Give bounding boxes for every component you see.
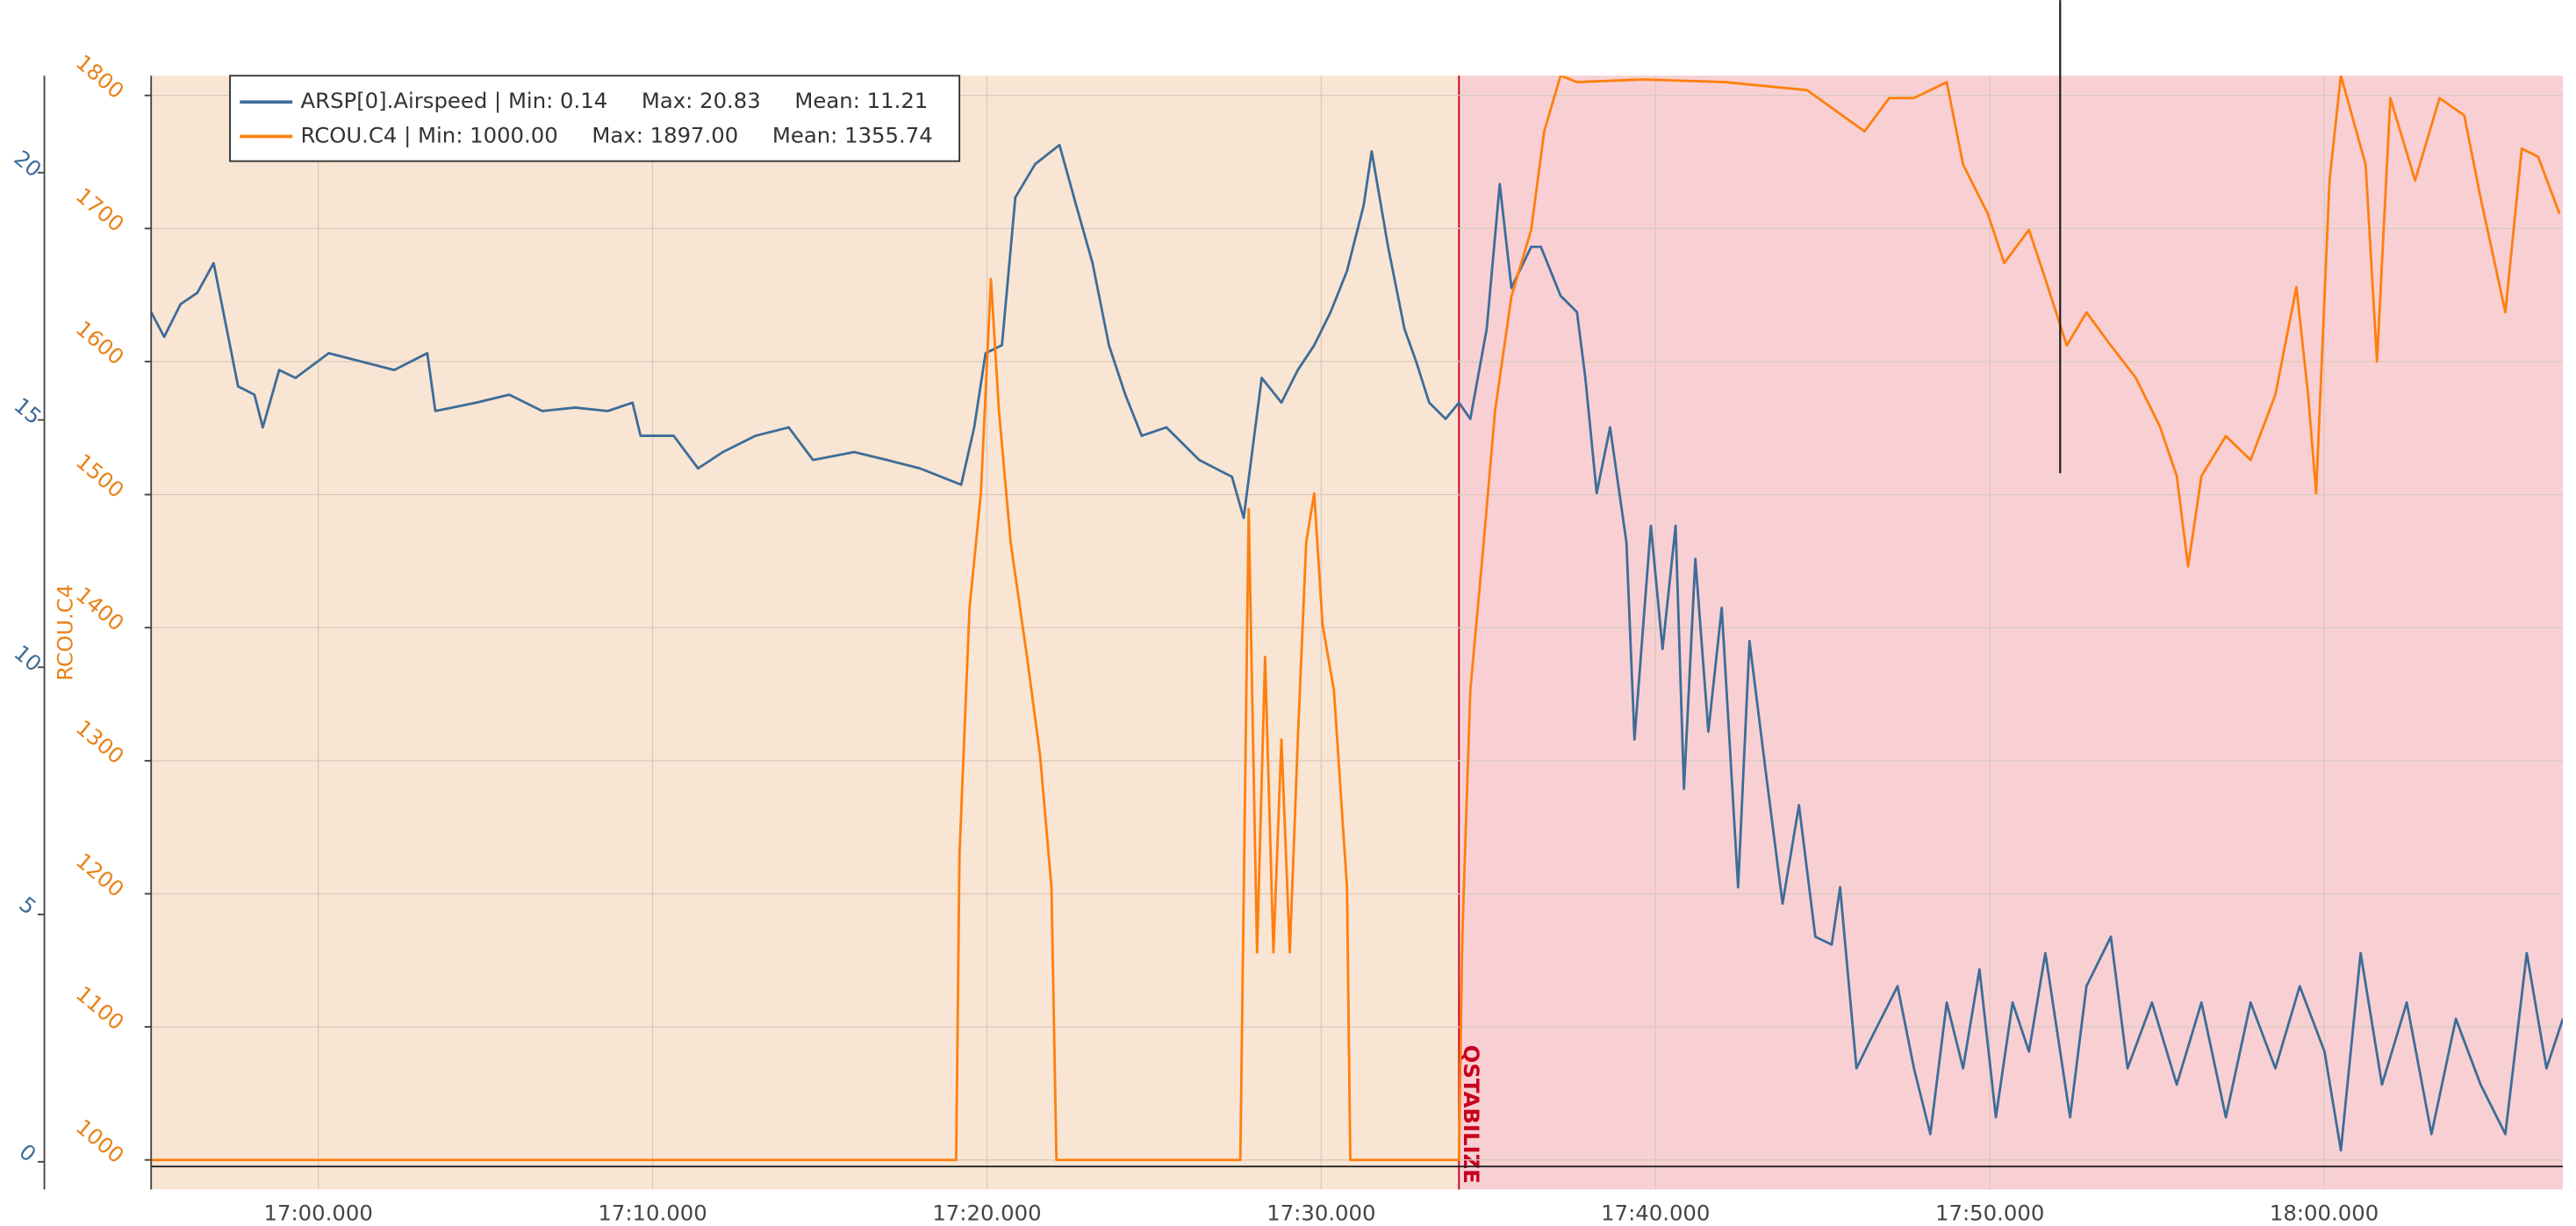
- series-line: [151, 75, 2561, 1162]
- y2-tick-label: 1600: [71, 315, 129, 369]
- y-tick-label: 10: [9, 640, 46, 677]
- legend-box: [229, 75, 961, 162]
- y2-axis-label: RCOU.C4: [52, 584, 77, 681]
- x-tick-label: 17:50.000: [1935, 1200, 2044, 1222]
- y-tick-label: 15: [9, 392, 46, 429]
- y-tick-label: 20: [9, 145, 46, 182]
- legend-label: ARSP[0].Airspeed | Min: 0.14 Max: 20.83 …: [301, 88, 929, 113]
- lines: [151, 75, 2564, 1162]
- y-tick-label: 5: [14, 892, 41, 920]
- x-tick-label: 17:20.000: [932, 1200, 1041, 1222]
- y2-tick-label: 1100: [71, 981, 129, 1036]
- y2-tick-label: 1300: [71, 714, 129, 769]
- mode-label: QSTABILIZE: [1459, 1045, 1484, 1184]
- x-tick-label: 17:40.000: [1601, 1200, 1710, 1222]
- legend: ARSP[0].Airspeed | Min: 0.14 Max: 20.83 …: [229, 75, 961, 162]
- y2-tick-label: 1400: [71, 582, 129, 636]
- series-line: [151, 143, 2564, 1152]
- y2-tick-label: 1700: [71, 183, 129, 237]
- background: QSTABILIZE: [151, 75, 2564, 1190]
- y2-tick-label: 1200: [71, 848, 129, 902]
- x-tick-label: 17:30.000: [1266, 1200, 1375, 1222]
- grid: [151, 75, 2564, 1190]
- y-tick-label: 0: [14, 1138, 41, 1166]
- x-tick-label: 17:00.000: [264, 1200, 373, 1222]
- y2-tick-label: 1800: [71, 49, 129, 104]
- x-tick-label: 17:10.000: [598, 1200, 707, 1222]
- x-tick-label: 18:00.000: [2270, 1200, 2379, 1222]
- legend-label: RCOU.C4 | Min: 1000.00 Max: 1897.00 Mean…: [301, 123, 933, 148]
- y2-tick-label: 1500: [71, 448, 129, 503]
- y2-tick-label: 1000: [71, 1114, 129, 1168]
